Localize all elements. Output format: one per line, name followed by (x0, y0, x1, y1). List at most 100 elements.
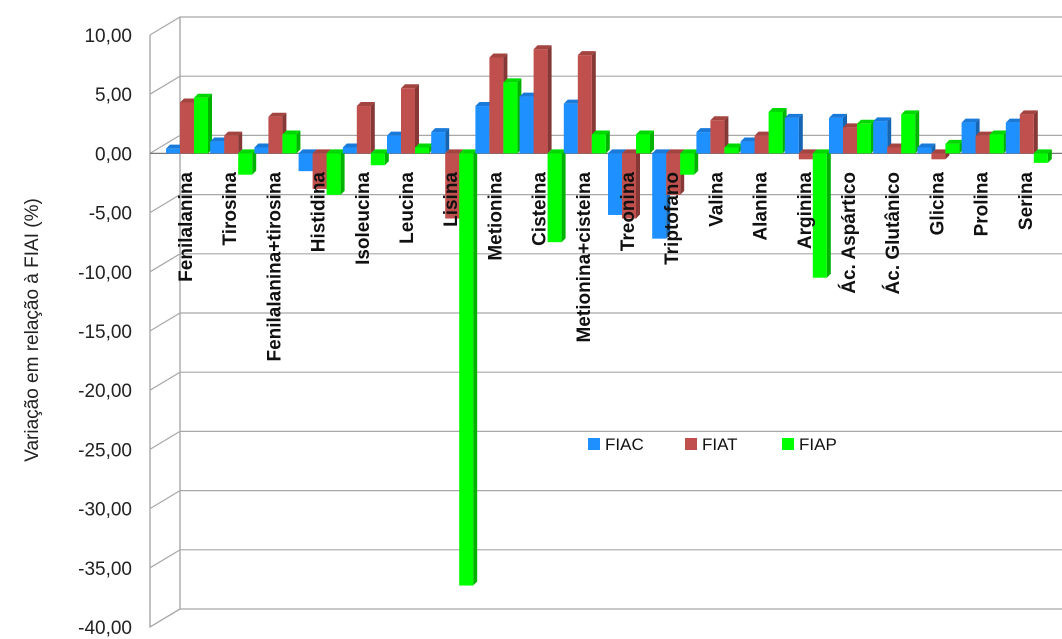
category-label: Alanina (751, 172, 772, 241)
bar-top-fiap (194, 93, 212, 98)
bar-fiac (475, 106, 490, 154)
bar-top-fiac (254, 143, 273, 148)
bar-fiap (724, 147, 739, 154)
category-labels: Fenilalanina Tirosina Fenilalanina+tirosin… (176, 172, 1037, 362)
bar-fiac (166, 148, 180, 154)
bar-side-fiap (605, 130, 610, 154)
y-tick-label: -35,00 (78, 559, 132, 580)
bar-top-fiac (652, 149, 671, 154)
bar-side-fiac (798, 113, 803, 154)
category-label: Ác. Aspártico (838, 172, 860, 294)
bar-fiap (194, 97, 208, 154)
bar-fiap (238, 153, 253, 175)
bar-top-fiac (210, 137, 229, 142)
legend-swatch-fiat (685, 438, 697, 450)
bar-top-fiac (961, 118, 980, 123)
bar-top-fiac (475, 102, 494, 107)
bar-side-fiat (636, 149, 640, 219)
bar-fiat (931, 153, 946, 160)
bar-top-fiat (489, 53, 508, 58)
bar-side-fiap (915, 110, 920, 154)
category-label: Prolina (972, 172, 993, 237)
category-label: Fenilalanina+tirosina (264, 172, 285, 362)
bar-top-fiap (459, 149, 478, 154)
gridlines (149, 16, 1062, 628)
category-label: Fenilalanina (176, 172, 197, 282)
bar-top-fiat (843, 123, 861, 128)
bar-fiac (608, 153, 622, 215)
bar-fiac (829, 117, 843, 154)
category-label: Cisteina (530, 172, 551, 246)
y-tick-label: -25,00 (78, 440, 132, 461)
bar-top-fiap (547, 149, 566, 154)
bar-fiat (1019, 114, 1034, 154)
y-tick-label: 10,00 (84, 26, 132, 47)
y-axis-label: Variação em relação à FIAI (%) (22, 198, 43, 462)
legend: FIAC FIAT FIAP (588, 435, 837, 454)
bar-top-fiac (740, 137, 759, 142)
bar-side-fiap (650, 130, 654, 154)
bar-fiap (812, 153, 827, 278)
bar-fiac (519, 96, 534, 154)
bar-top-fiap (238, 149, 257, 154)
bar-top-fiat (268, 112, 287, 117)
legend-label: FIAC (605, 435, 644, 454)
bar-fiap (857, 123, 871, 154)
bar-fiap (459, 153, 474, 586)
bar-top-fiap (591, 130, 610, 135)
bar-top-fiac (298, 149, 317, 154)
bar-fiap (370, 153, 385, 166)
bar-top-fiap (901, 110, 920, 115)
gridline (149, 312, 1062, 332)
bar-top-fiac (873, 117, 892, 122)
bar-fiac (696, 132, 711, 154)
y-axis: 10,00 5,00 0,00 -5,00 -10,00 -15,00 -20,00 -25,… (78, 26, 132, 639)
bar-fiac (298, 153, 313, 172)
gridline (149, 430, 1062, 450)
bar-fiat (666, 153, 681, 195)
bar-fiap (503, 82, 518, 154)
bar-top-fiat (931, 149, 950, 154)
bar-top-fiap (680, 149, 699, 154)
bar-top-fiat (401, 84, 419, 89)
bar-top-fiat (975, 131, 994, 136)
bar-top-fiac (784, 113, 803, 118)
bar-fiap (547, 153, 562, 243)
bar-top-fiat (356, 102, 375, 107)
gridline (149, 371, 1062, 391)
bar-fiap (591, 134, 606, 154)
bar-top-fiat (533, 45, 552, 50)
bar-top-fiac (696, 128, 715, 133)
bar-fiap (680, 153, 695, 175)
gridline (149, 549, 1062, 569)
bar-side-fiap (1047, 149, 1052, 163)
category-label: Metionina+cisteina (574, 172, 595, 343)
bars (166, 45, 1052, 586)
legend-label: FIAP (799, 435, 837, 454)
category-label: Lisina (441, 172, 462, 227)
bar-fiac (431, 132, 446, 154)
bar-top-fiap (768, 107, 787, 112)
bar-fiat (489, 57, 504, 154)
y-tick-label: -10,00 (78, 263, 132, 284)
gridline (149, 16, 1062, 36)
bar-fiat (268, 116, 283, 154)
gridline (149, 75, 1062, 95)
bar-top-fiap (945, 139, 964, 144)
bar-top-fiac (829, 113, 847, 118)
bar-fiat (180, 102, 194, 154)
bar-fiap (326, 153, 341, 195)
bar-top-fiat (666, 149, 685, 154)
bar-fiac (342, 147, 357, 154)
bar-fiat (887, 147, 902, 154)
bar-top-fiac (387, 131, 405, 136)
category-label: Isoleucina (353, 172, 374, 265)
y-tick-label: 0,00 (95, 144, 132, 165)
bar-side-fiat (591, 51, 596, 154)
bar-fiat (577, 55, 592, 154)
bar-fiat (312, 153, 327, 189)
legend-swatch-fiac (588, 438, 600, 450)
bar-fiap (636, 134, 650, 154)
category-label: Triptofano (662, 172, 683, 265)
